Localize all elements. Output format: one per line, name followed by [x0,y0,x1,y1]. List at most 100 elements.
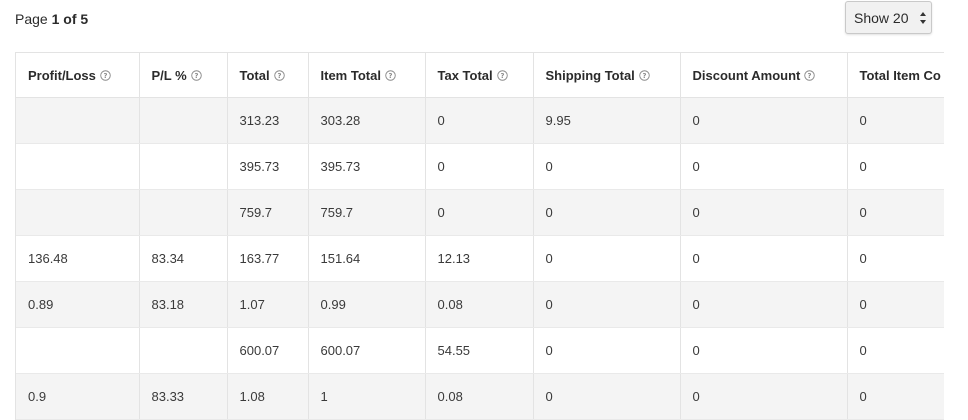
table-cell-profit-loss [16,189,140,236]
table-cell-discount-amount: 0 [680,189,848,236]
table-cell-tax-total: 12.13 [425,235,534,282]
table-cell-shipping-total: 0 [533,189,681,236]
table-cell-pl-percent [139,97,228,144]
column-header-total[interactable]: Total? [227,52,309,98]
page-indicator: Page 1 of 5 [15,11,88,27]
table-row: 600.07 600.07 54.55 0 0 0 [16,327,944,374]
column-header-item-total[interactable]: Item Total? [308,52,426,98]
column-header-shipping-total[interactable]: Shipping Total? [533,52,681,98]
column-header-label: Total Item Co [859,67,941,83]
table-cell-profit-loss [16,143,140,190]
table-cell-total-item-cost: 0 [847,143,944,190]
table-cell-pl-percent [139,327,228,374]
table-cell-shipping-total: 0 [533,373,681,420]
column-header-discount-amount[interactable]: Discount Amount? [680,52,848,98]
column-header-label: Item Total [320,67,381,83]
report-table: Profit/Loss? P/L %? Total? Item Total? Tax T… [16,52,944,420]
column-header-label: Tax Total [437,67,493,83]
question-circle-icon[interactable]: ? [804,69,816,81]
table-toolbar: Page 1 of 5 Show 20 [0,0,968,40]
table-cell-item-total: 1 [308,373,426,420]
table-cell-item-total: 395.73 [308,143,426,190]
column-header-pl-percent[interactable]: P/L %? [139,52,228,98]
svg-text:?: ? [500,71,504,79]
question-circle-icon[interactable]: ? [385,69,396,81]
table-cell-tax-total: 54.55 [425,327,534,374]
table-cell-shipping-total: 0 [533,281,681,328]
svg-text:?: ? [388,71,392,79]
question-circle-icon[interactable]: ? [639,69,650,81]
page-prefix: Page [15,11,48,27]
table-cell-tax-total: 0.08 [425,281,534,328]
table-cell-pl-percent: 83.18 [139,281,228,328]
table-row: 313.23 303.28 0 9.95 0 0 [16,97,944,144]
column-header-tax-total[interactable]: Tax Total? [425,52,534,98]
table-cell-tax-total: 0 [425,97,534,144]
question-circle-icon[interactable]: ? [273,69,285,81]
table-cell-discount-amount: 0 [680,373,848,420]
table-cell-profit-loss: 0.9 [16,373,140,420]
report-table-container[interactable]: Profit/Loss? P/L %? Total? Item Total? Tax T… [15,52,944,420]
table-cell-item-total: 759.7 [308,189,426,236]
table-cell-tax-total: 0 [425,189,534,236]
table-cell-total: 600.07 [227,327,309,374]
table-cell-discount-amount: 0 [680,327,848,374]
svg-text:?: ? [103,71,107,79]
table-cell-total: 395.73 [227,143,309,190]
column-header-total-item-cost[interactable]: Total Item Co [847,52,944,98]
table-cell-tax-total: 0 [425,143,534,190]
table-cell-discount-amount: 0 [680,143,848,190]
svg-text:?: ? [277,71,281,79]
table-cell-profit-loss: 136.48 [16,235,140,282]
table-cell-total: 163.77 [227,235,309,282]
column-header-label: P/L % [151,67,187,83]
svg-text:?: ? [808,71,812,79]
column-header-label: Total [239,67,270,83]
column-header-profit-loss[interactable]: Profit/Loss? [16,52,140,98]
table-cell-pl-percent [139,143,228,190]
table-row: 0.9 83.33 1.08 1 0.08 0 0 0 [16,373,944,420]
table-cell-total-item-cost: 0 [847,373,944,420]
question-circle-icon[interactable]: ? [190,69,202,81]
table-cell-item-total: 151.64 [308,235,426,282]
svg-text:?: ? [194,71,198,79]
table-row: 759.7 759.7 0 0 0 0 [16,189,944,236]
question-circle-icon[interactable]: ? [496,69,508,81]
question-circle-icon[interactable]: ? [100,69,111,81]
table-cell-shipping-total: 0 [533,327,681,374]
svg-text:?: ? [642,71,646,79]
page-size-select[interactable]: Show 20 [845,1,932,34]
table-cell-total-item-cost: 0 [847,189,944,236]
table-cell-total-item-cost: 0 [847,281,944,328]
table-cell-item-total: 600.07 [308,327,426,374]
table-cell-item-total: 303.28 [308,97,426,144]
column-header-label: Shipping Total [545,67,635,83]
table-cell-item-total: 0.99 [308,281,426,328]
table-row: 136.48 83.34 163.77 151.64 12.13 0 0 0 [16,235,944,282]
table-cell-total: 1.08 [227,373,309,420]
table-cell-pl-percent [139,189,228,236]
table-cell-shipping-total: 9.95 [533,97,681,144]
table-cell-total-item-cost: 0 [847,97,944,144]
table-body: 313.23 303.28 0 9.95 0 0 395.73 395.73 0 0 0 0 759.7… [16,97,944,420]
table-cell-profit-loss [16,97,140,144]
table-cell-discount-amount: 0 [680,281,848,328]
table-cell-discount-amount: 0 [680,97,848,144]
table-cell-pl-percent: 83.33 [139,373,228,420]
table-cell-shipping-total: 0 [533,143,681,190]
table-cell-profit-loss [16,327,140,374]
table-row: 0.89 83.18 1.07 0.99 0.08 0 0 0 [16,281,944,328]
page-size-select-value: Show 20 [854,9,909,26]
table-cell-profit-loss: 0.89 [16,281,140,328]
table-cell-shipping-total: 0 [533,235,681,282]
select-arrows-icon [920,12,926,24]
table-cell-total-item-cost: 0 [847,327,944,374]
table-cell-total: 313.23 [227,97,309,144]
table-cell-total-item-cost: 0 [847,235,944,282]
page-current-of-total: 1 of 5 [51,11,89,27]
table-cell-total: 759.7 [227,189,309,236]
table-row: 395.73 395.73 0 0 0 0 [16,143,944,190]
table-cell-total: 1.07 [227,281,309,328]
table-header-row: Profit/Loss? P/L %? Total? Item Total? Tax T… [16,52,944,98]
column-header-label: Discount Amount [692,67,801,83]
